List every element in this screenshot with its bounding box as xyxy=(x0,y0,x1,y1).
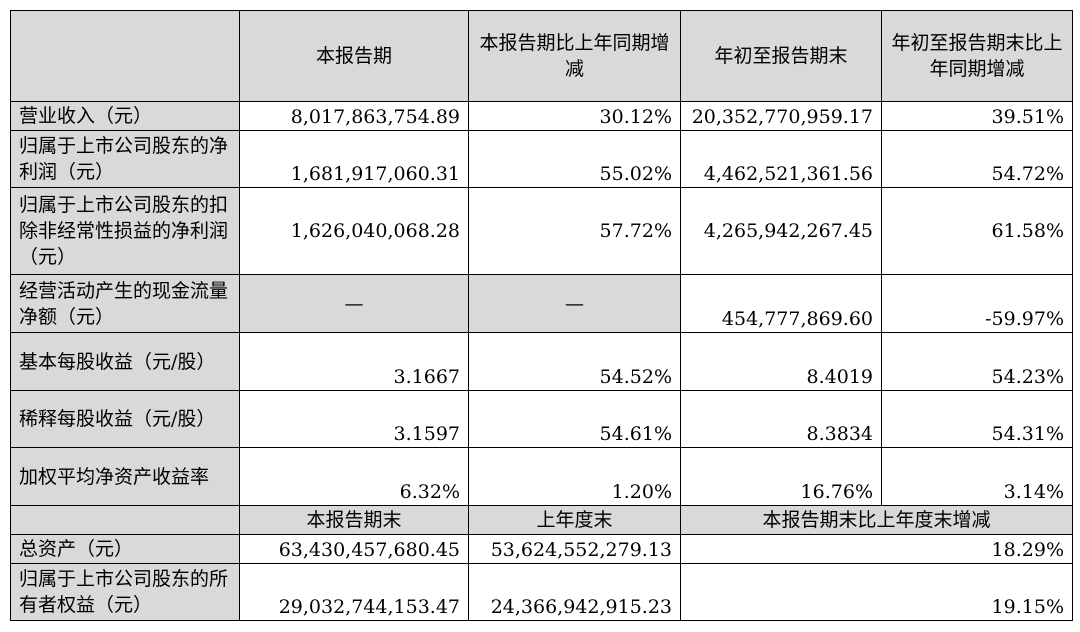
header-year-to-date: 年初至报告期末 xyxy=(680,10,882,102)
year-to-date-value: 8.4019 xyxy=(680,332,882,391)
row-label: 加权平均净资产收益率 xyxy=(10,447,240,506)
current-period-value: 1,681,917,060.31 xyxy=(239,130,469,188)
table-row: 稀释每股收益（元/股） 3.1597 54.61% 8.3834 54.31% xyxy=(10,390,1073,448)
current-period-value: 1,626,040,068.28 xyxy=(239,187,469,275)
table-row: 经营活动产生的现金流量净额（元） — — 454,777,869.60 -59.… xyxy=(10,274,1073,333)
row-label: 基本每股收益（元/股） xyxy=(10,332,240,391)
year-to-date-value: 4,462,521,361.56 xyxy=(680,130,882,188)
year-to-date-value: 20,352,770,959.17 xyxy=(680,101,882,131)
prior-year-end-value: 53,624,552,279.13 xyxy=(468,534,681,564)
current-period-value: 8,017,863,754.89 xyxy=(239,101,469,131)
year-to-date-change: 39.51% xyxy=(881,101,1073,131)
current-period-value: 3.1667 xyxy=(239,332,469,391)
subheader-row: 本报告期末 上年度末 本报告期末比上年度末增减 xyxy=(10,505,1073,535)
current-period-value: 6.32% xyxy=(239,447,469,506)
period-end-change: 19.15% xyxy=(680,563,1073,621)
header-current-period-yoy-change: 本报告期比上年同期增减 xyxy=(468,10,681,102)
table-row: 总资产（元） 63,430,457,680.45 53,624,552,279.… xyxy=(10,534,1073,564)
header-year-to-date-yoy-change: 年初至报告期末比上年同期增减 xyxy=(881,10,1073,102)
current-period-change: 54.61% xyxy=(468,390,681,448)
current-period-change: 54.52% xyxy=(468,332,681,391)
period-end-change: 18.29% xyxy=(680,534,1073,564)
prior-year-end-value: 24,366,942,915.23 xyxy=(468,563,681,621)
header-current-period: 本报告期 xyxy=(239,10,469,102)
row-label: 总资产（元） xyxy=(10,534,240,564)
period-end-value: 63,430,457,680.45 xyxy=(239,534,469,564)
year-to-date-value: 8.3834 xyxy=(680,390,882,448)
year-to-date-change: -59.97% xyxy=(881,274,1073,333)
current-period-change: 30.12% xyxy=(468,101,681,131)
year-to-date-change: 54.72% xyxy=(881,130,1073,188)
row-label: 归属于上市公司股东的所有者权益（元） xyxy=(10,563,240,621)
table-row: 基本每股收益（元/股） 3.1667 54.52% 8.4019 54.23% xyxy=(10,332,1073,391)
current-period-value: 3.1597 xyxy=(239,390,469,448)
current-period-change: — xyxy=(468,274,681,333)
table-row: 归属于上市公司股东的扣除非经常性损益的净利润（元） 1,626,040,068.… xyxy=(10,187,1073,275)
row-label: 稀释每股收益（元/股） xyxy=(10,390,240,448)
financial-summary-table: 本报告期 本报告期比上年同期增减 年初至报告期末 年初至报告期末比上年同期增减 … xyxy=(10,10,1073,621)
subheader-corner-cell xyxy=(10,505,240,535)
table-row: 加权平均净资产收益率 6.32% 1.20% 16.76% 3.14% xyxy=(10,447,1073,506)
header-corner-cell xyxy=(10,10,240,102)
period-end-value: 29,032,744,153.47 xyxy=(239,563,469,621)
year-to-date-value: 454,777,869.60 xyxy=(680,274,882,333)
subheader-prior-year-end: 上年度末 xyxy=(468,505,681,535)
row-label: 营业收入（元） xyxy=(10,101,240,131)
current-period-value: — xyxy=(239,274,469,333)
subheader-period-end-change: 本报告期末比上年度末增减 xyxy=(680,505,1073,535)
year-to-date-change: 3.14% xyxy=(881,447,1073,506)
year-to-date-value: 4,265,942,267.45 xyxy=(680,187,882,275)
table-row: 归属于上市公司股东的净利润（元） 1,681,917,060.31 55.02%… xyxy=(10,130,1073,188)
table-row: 营业收入（元） 8,017,863,754.89 30.12% 20,352,7… xyxy=(10,101,1073,131)
row-label: 归属于上市公司股东的扣除非经常性损益的净利润（元） xyxy=(10,187,240,275)
header-row: 本报告期 本报告期比上年同期增减 年初至报告期末 年初至报告期末比上年同期增减 xyxy=(10,10,1073,102)
year-to-date-change: 54.23% xyxy=(881,332,1073,391)
year-to-date-value: 16.76% xyxy=(680,447,882,506)
table-row: 归属于上市公司股东的所有者权益（元） 29,032,744,153.47 24,… xyxy=(10,563,1073,621)
row-label: 归属于上市公司股东的净利润（元） xyxy=(10,130,240,188)
current-period-change: 1.20% xyxy=(468,447,681,506)
current-period-change: 55.02% xyxy=(468,130,681,188)
subheader-period-end: 本报告期末 xyxy=(239,505,469,535)
year-to-date-change: 61.58% xyxy=(881,187,1073,275)
current-period-change: 57.72% xyxy=(468,187,681,275)
year-to-date-change: 54.31% xyxy=(881,390,1073,448)
row-label: 经营活动产生的现金流量净额（元） xyxy=(10,274,240,333)
